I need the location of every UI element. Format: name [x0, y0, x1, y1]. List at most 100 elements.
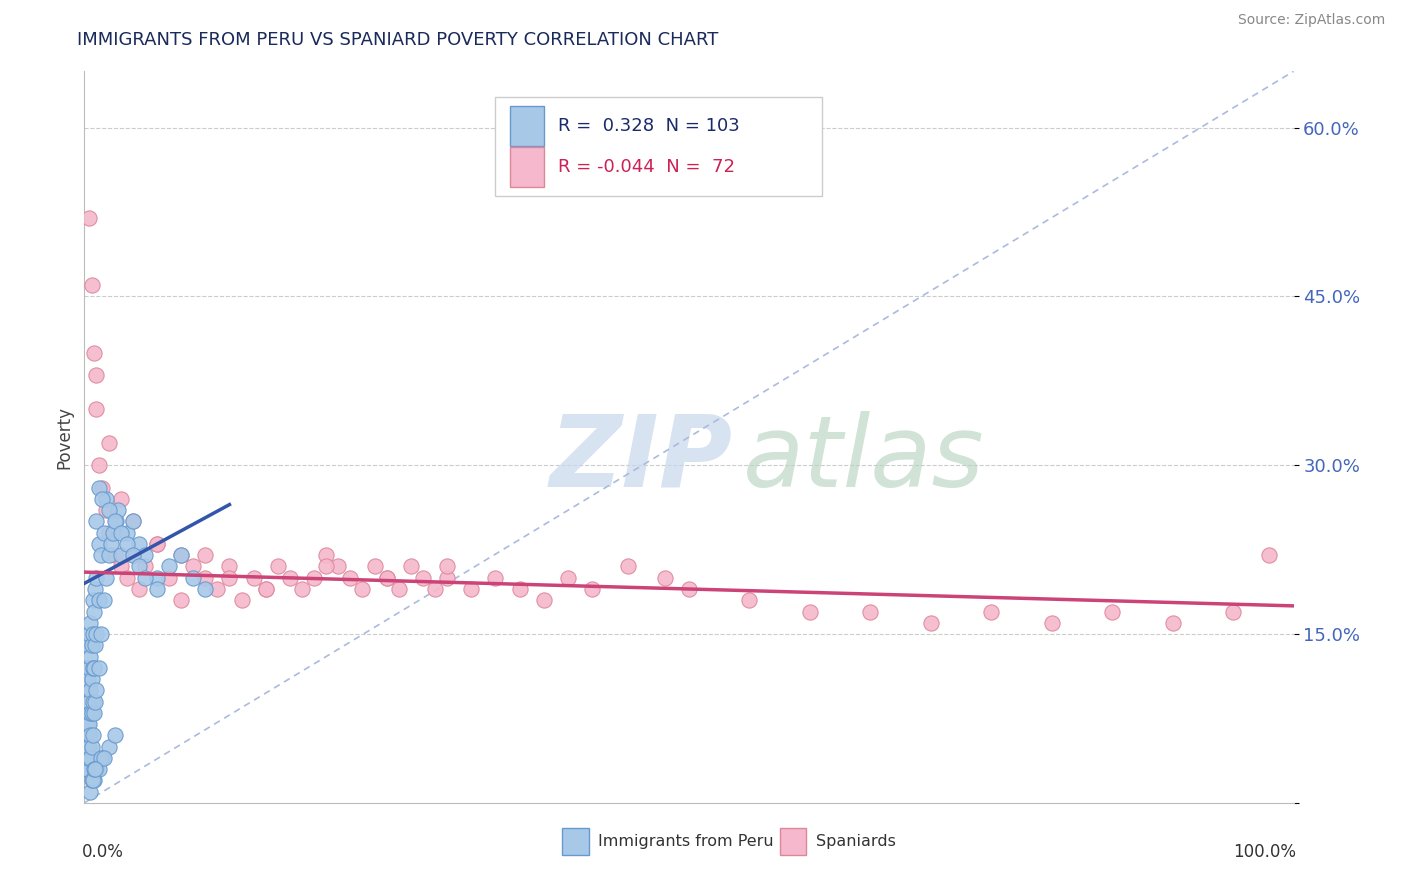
Point — [859, 605, 882, 619]
Text: Source: ZipAtlas.com: Source: ZipAtlas.com — [1237, 13, 1385, 28]
Point — [97, 525, 120, 540]
Point — [181, 559, 204, 574]
Point — [79, 649, 101, 664]
Point — [115, 537, 138, 551]
Text: atlas: atlas — [744, 410, 986, 508]
Point — [97, 548, 120, 562]
Point — [97, 739, 120, 754]
Point — [82, 661, 104, 675]
Point — [79, 615, 101, 630]
Point — [581, 582, 603, 596]
Point — [436, 559, 458, 574]
Point — [75, 739, 97, 754]
Point — [91, 491, 114, 506]
Point — [388, 582, 411, 596]
Point — [82, 694, 104, 708]
Point — [86, 762, 108, 776]
Point — [423, 582, 446, 596]
Point — [115, 571, 138, 585]
Point — [84, 694, 107, 708]
Point — [291, 582, 314, 596]
Point — [80, 739, 103, 754]
Point — [110, 491, 132, 506]
Point — [76, 706, 98, 720]
Point — [90, 548, 112, 562]
Point — [678, 582, 700, 596]
Text: R = -0.044  N =  72: R = -0.044 N = 72 — [558, 158, 735, 176]
Point — [557, 571, 579, 585]
Point — [76, 739, 98, 754]
Point — [920, 615, 942, 630]
Point — [104, 548, 127, 562]
Point — [75, 661, 97, 675]
Point — [75, 694, 97, 708]
Point — [76, 717, 98, 731]
Point — [107, 503, 129, 517]
Point — [104, 728, 127, 742]
Bar — [510, 146, 544, 187]
Point — [231, 593, 253, 607]
Point — [86, 571, 108, 585]
Point — [93, 751, 115, 765]
Point — [76, 751, 98, 765]
Point — [181, 571, 204, 585]
Point — [1040, 615, 1063, 630]
Point — [80, 278, 103, 293]
Point — [86, 368, 108, 383]
Point — [436, 571, 458, 585]
Point — [242, 571, 264, 585]
Bar — [780, 828, 806, 855]
Point — [77, 739, 100, 754]
Point — [77, 627, 100, 641]
Point — [267, 559, 290, 574]
Point — [738, 593, 761, 607]
Point — [75, 672, 97, 686]
Point — [94, 503, 117, 517]
Text: Spaniards: Spaniards — [815, 834, 896, 849]
Point — [104, 515, 127, 529]
Point — [110, 559, 132, 574]
Text: 0.0%: 0.0% — [82, 843, 124, 861]
Point — [77, 211, 100, 225]
Point — [75, 728, 97, 742]
Point — [83, 661, 105, 675]
Point — [83, 345, 105, 359]
Point — [97, 503, 120, 517]
Point — [83, 773, 105, 788]
Point — [218, 571, 240, 585]
Point — [83, 706, 105, 720]
Point — [339, 571, 361, 585]
Point — [194, 548, 217, 562]
Point — [254, 582, 277, 596]
Point — [1101, 605, 1123, 619]
Bar — [562, 828, 589, 855]
Point — [84, 762, 107, 776]
Point — [82, 593, 104, 607]
Point — [86, 515, 108, 529]
Point — [146, 537, 169, 551]
Point — [533, 593, 555, 607]
Text: R =  0.328  N = 103: R = 0.328 N = 103 — [558, 117, 740, 135]
Point — [254, 582, 277, 596]
Point — [128, 582, 150, 596]
Point — [412, 571, 434, 585]
Point — [75, 683, 97, 698]
Point — [352, 582, 374, 596]
Point — [146, 537, 169, 551]
Point — [980, 605, 1002, 619]
Point — [76, 728, 98, 742]
Point — [91, 751, 114, 765]
Point — [94, 571, 117, 585]
FancyBboxPatch shape — [495, 97, 823, 195]
Point — [77, 739, 100, 754]
Point — [90, 751, 112, 765]
Point — [77, 717, 100, 731]
Point — [79, 683, 101, 698]
Point — [97, 435, 120, 450]
Point — [1161, 615, 1184, 630]
Point — [194, 582, 217, 596]
Point — [75, 706, 97, 720]
Point — [121, 515, 143, 529]
Point — [77, 661, 100, 675]
Point — [87, 481, 110, 495]
